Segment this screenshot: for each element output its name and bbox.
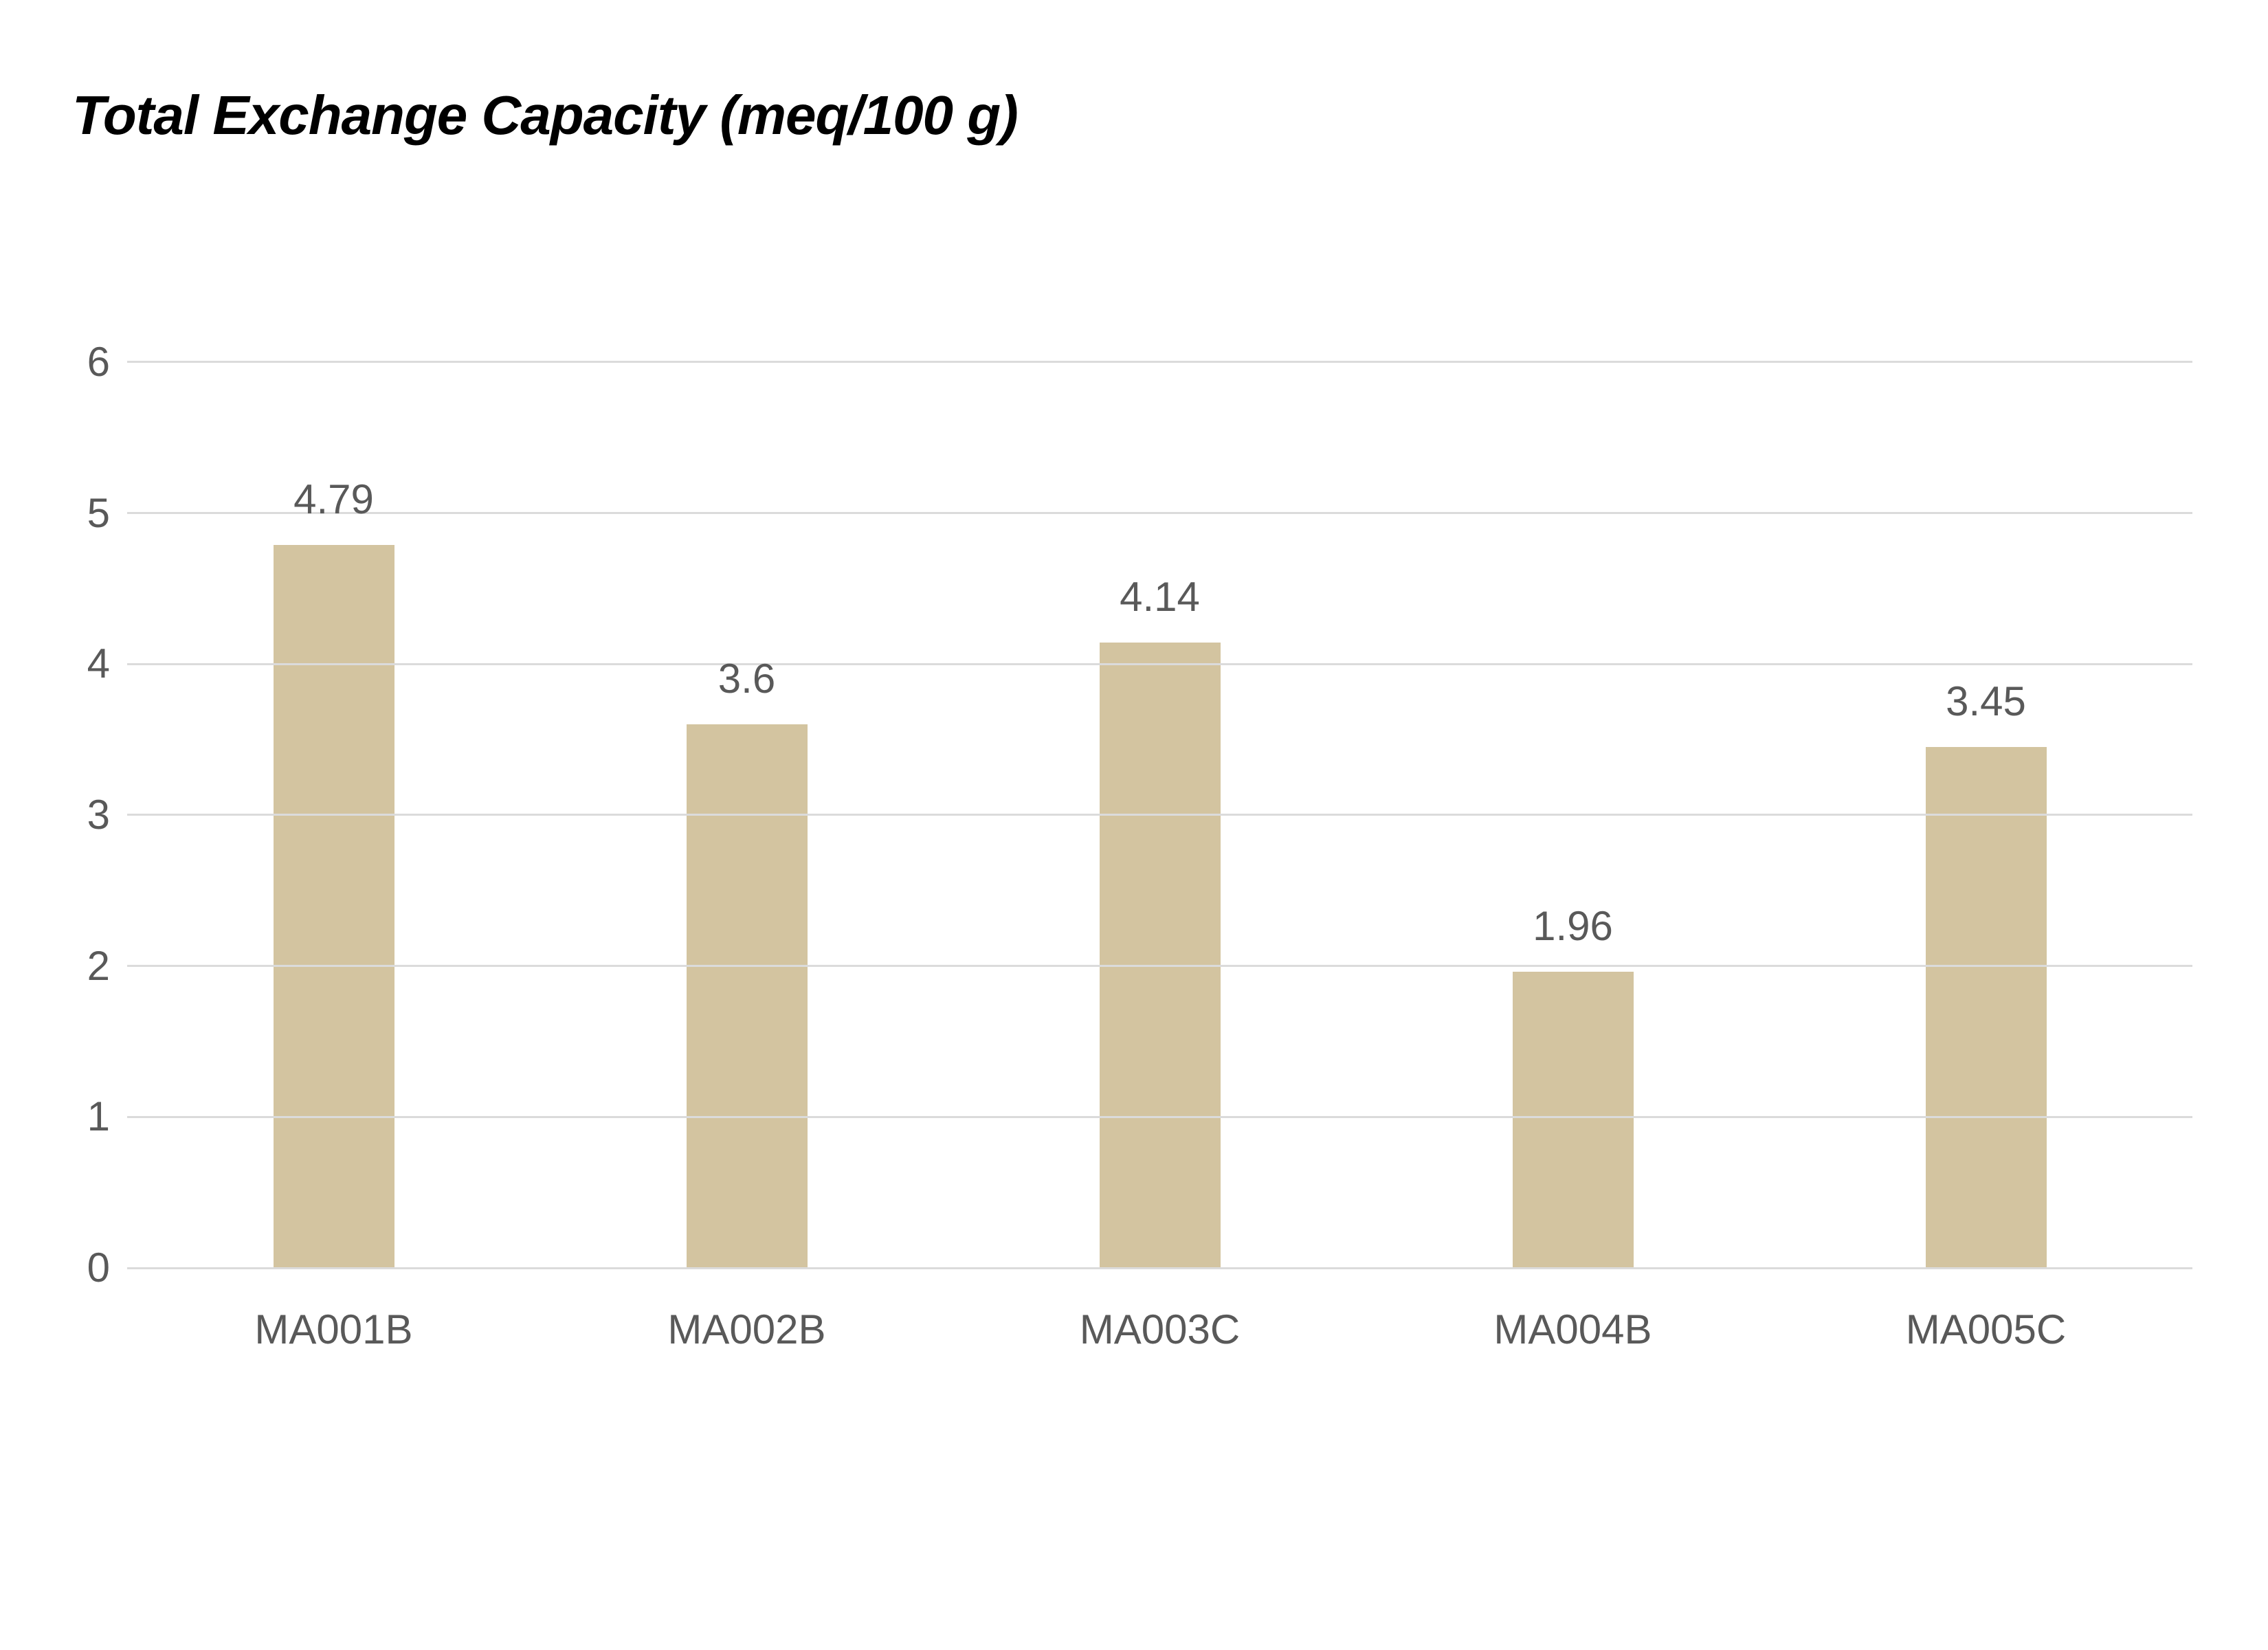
bar-MA001B (273, 544, 394, 1268)
y-axis-tick-label: 2 (87, 942, 110, 989)
gridline-y-0 (127, 1267, 2192, 1269)
gridline-y-3 (127, 814, 2192, 816)
bar-value-label: 3.6 (718, 656, 776, 702)
bar-value-label: 1.96 (1533, 903, 1613, 950)
gridline-y-4 (127, 662, 2192, 665)
bar-value-label: 3.45 (1946, 678, 2026, 725)
bar-MA005C (1925, 747, 2047, 1268)
y-axis-tick-label: 6 (87, 338, 110, 385)
bar-MA003C (1099, 643, 1221, 1268)
gridline-y-5 (127, 512, 2192, 514)
y-axis-tick-label: 5 (87, 489, 110, 536)
gridline-y-1 (127, 1115, 2192, 1118)
y-axis-tick-label: 1 (87, 1093, 110, 1140)
y-axis-tick-label: 0 (87, 1245, 110, 1291)
gridline-y-2 (127, 965, 2192, 968)
x-axis-category-label: MA002B (667, 1306, 826, 1352)
bar-MA004B (1512, 972, 1634, 1268)
y-axis-tick-label: 3 (87, 791, 110, 838)
x-axis-category-label: MA004B (1493, 1306, 1652, 1352)
x-axis-category-label: MA003C (1079, 1306, 1241, 1352)
chart-title: Total Exchange Capacity (meq/100 g) (72, 85, 1019, 146)
bar-value-label: 4.14 (1120, 574, 1200, 621)
bar-value-label: 4.79 (293, 476, 374, 522)
bar-MA002B (686, 724, 808, 1268)
x-axis-category-label: MA005C (1905, 1306, 2067, 1352)
x-axis-category-label: MA001B (254, 1306, 413, 1352)
gridline-y-6 (127, 361, 2192, 364)
y-axis-tick-label: 4 (87, 640, 110, 687)
